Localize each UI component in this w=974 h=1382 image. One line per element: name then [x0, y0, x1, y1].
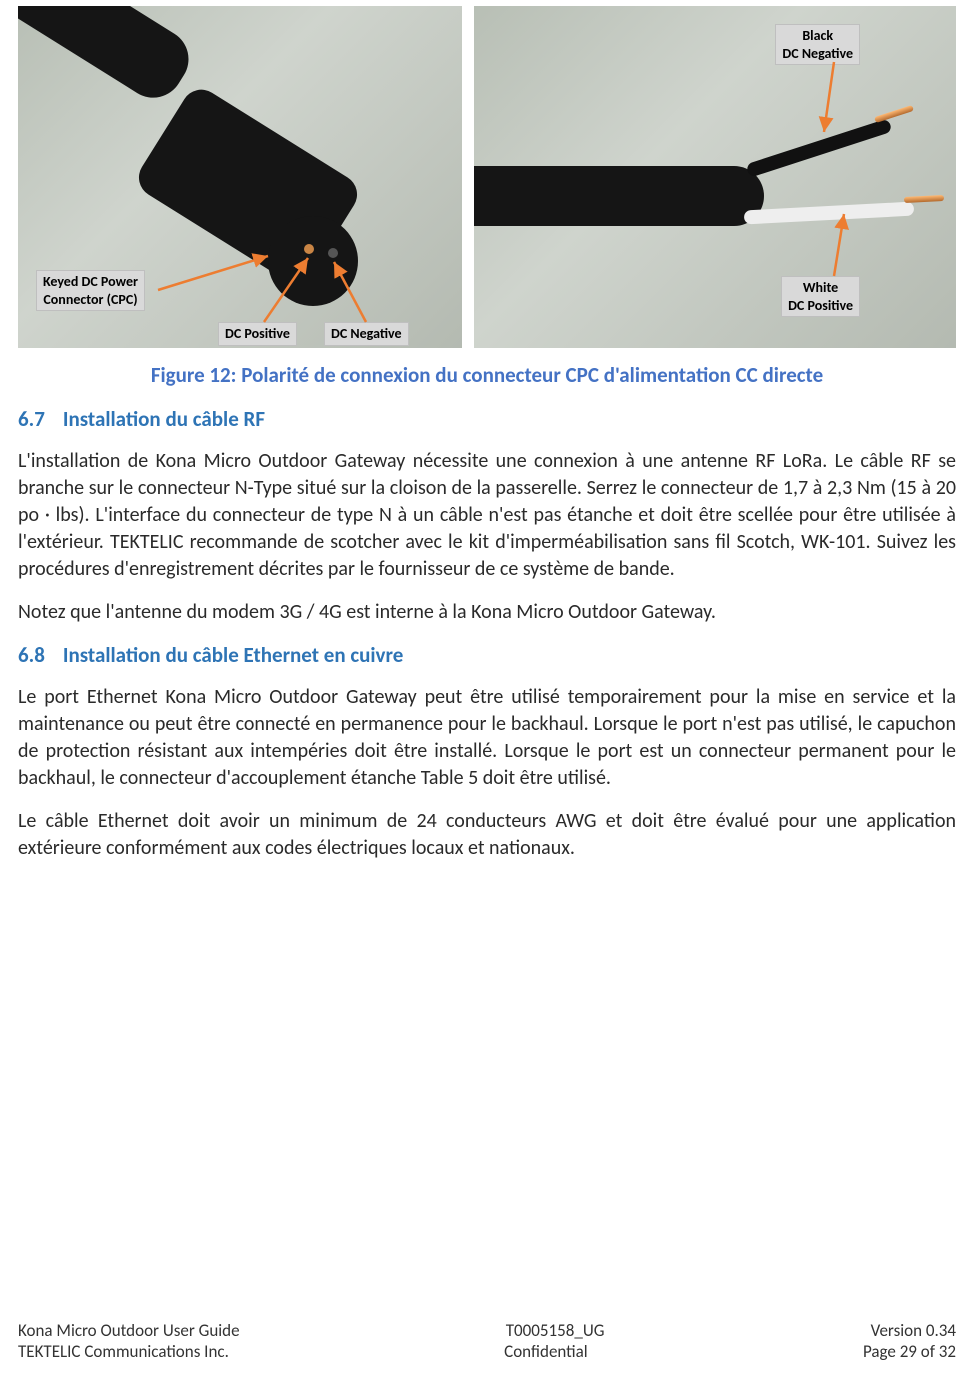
footer-center-1: T0005158_UG — [506, 1320, 605, 1341]
page-footer: Kona Micro Outdoor User Guide T0005158_U… — [18, 1320, 956, 1362]
heading-6-8-num: 6.8 — [18, 642, 45, 668]
section-6-7-p2: Notez que l'antenne du modem 3G / 4G est… — [18, 599, 956, 626]
heading-6-8: 6.8 Installation du câble Ethernet en cui… — [18, 642, 956, 668]
footer-right-1: Version 0.34 — [871, 1320, 956, 1341]
figure-caption: Figure 12: Polarité de connexion du conn… — [18, 362, 956, 388]
callout-dc-positive: DC Positive — [218, 322, 297, 346]
callout-black-negative: Black DC Negative — [775, 24, 860, 65]
footer-left-1: Kona Micro Outdoor User Guide — [18, 1320, 240, 1341]
footer-right-2: Page 29 of 32 — [863, 1341, 956, 1362]
callout-dc-negative: DC Negative — [324, 322, 409, 346]
figure-row: Keyed DC Power Connector (CPC) DC Positi… — [18, 6, 956, 348]
heading-6-8-title: Installation du câble Ethernet en cuivre — [63, 642, 403, 668]
section-6-8-p2: Le câble Ethernet doit avoir un minimum … — [18, 808, 956, 862]
section-6-8-p1: Le port Ethernet Kona Micro Outdoor Gate… — [18, 684, 956, 792]
heading-6-7: 6.7 Installation du câble RF — [18, 406, 956, 432]
footer-center-2: Confidential — [504, 1341, 588, 1362]
callout-keyed-cpc: Keyed DC Power Connector (CPC) — [36, 270, 145, 311]
footer-left-2: TEKTELIC Communications Inc. — [18, 1341, 229, 1362]
figure-right-photo: Black DC Negative White DC Positive — [474, 6, 956, 348]
callout-white-positive: White DC Positive — [781, 276, 860, 317]
figure-left-photo: Keyed DC Power Connector (CPC) DC Positi… — [18, 6, 462, 348]
section-6-7-p1: L'installation de Kona Micro Outdoor Gat… — [18, 448, 956, 583]
heading-6-7-title: Installation du câble RF — [63, 406, 265, 432]
heading-6-7-num: 6.7 — [18, 406, 45, 432]
